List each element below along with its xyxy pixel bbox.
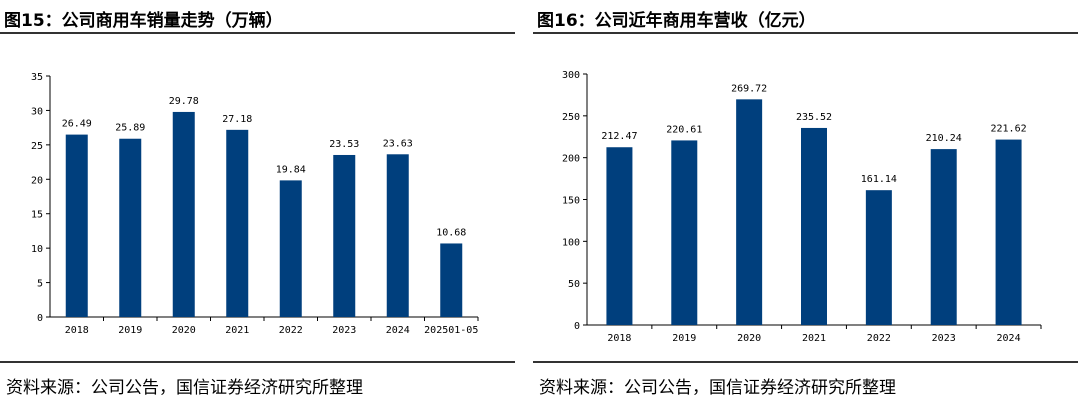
bar (671, 140, 698, 325)
y-tick-label: 0 (574, 321, 580, 332)
y-tick-label: 150 (562, 196, 580, 207)
data-label: 235.52 (796, 112, 832, 123)
y-tick-label: 50 (568, 279, 580, 290)
title-divider (533, 32, 1078, 34)
data-label: 221.62 (991, 124, 1027, 135)
chart-title: 图16：公司近年商用车营收（亿元） (537, 11, 816, 31)
data-label: 212.47 (601, 131, 637, 142)
data-label: 29.78 (169, 96, 199, 107)
x-tick-label: 2023 (332, 325, 356, 336)
revenue-bar-chart: 0 50 100 150 200 250 300 212.47 2018 220.61 2019 26… (562, 70, 1042, 344)
bar (65, 134, 88, 317)
y-tick-label: 35 (31, 72, 43, 83)
bar (930, 149, 957, 325)
x-tick-label: 2020 (172, 325, 196, 336)
sales-bar-chart: 0 5 10 15 20 25 30 35 26.49 2018 25.89 2019 29.78 202… (31, 72, 479, 336)
y-tick-label: 250 (562, 112, 580, 123)
data-label: 19.84 (276, 164, 306, 175)
bar (801, 127, 827, 325)
x-tick-label: 2024 (997, 333, 1021, 344)
bar (172, 111, 195, 318)
y-tick-label: 30 (31, 106, 43, 117)
data-label: 220.61 (666, 124, 702, 135)
x-tick-label: 2020 (737, 333, 761, 344)
data-label: 26.49 (62, 119, 92, 130)
x-tick-label: 2022 (279, 325, 303, 336)
data-label: 23.63 (383, 138, 413, 149)
x-tick-label: 2018 (607, 333, 631, 344)
data-label: 161.14 (861, 174, 897, 185)
x-tick-label: 2021 (802, 333, 826, 344)
bar (440, 243, 463, 317)
x-tick-label: 2024 (386, 325, 410, 336)
bar (865, 190, 892, 325)
data-label: 25.89 (115, 123, 145, 134)
source-note: 资料来源：公司公告，国信证券经济研究所整理 (6, 378, 363, 398)
data-label: 23.53 (329, 139, 359, 150)
x-tick-label: 202501-05 (424, 325, 478, 336)
x-tick-label: 2021 (225, 325, 249, 336)
bar (279, 180, 302, 317)
sales-chart-panel: 图15：公司商用车销量走势（万辆） 0 5 10 15 20 25 30 35 26.49 201… (0, 0, 515, 400)
y-tick-label: 20 (31, 175, 43, 186)
title-divider (0, 32, 515, 34)
revenue-chart-panel: 图16：公司近年商用车营收（亿元） 0 50 100 150 200 250 300 212.… (533, 0, 1080, 400)
bar (995, 139, 1022, 325)
bar (333, 154, 356, 317)
source-note: 资料来源：公司公告，国信证券经济研究所整理 (539, 378, 896, 398)
bar (736, 99, 763, 326)
x-tick-label: 2019 (118, 325, 142, 336)
chart-title: 图15：公司商用车销量走势（万辆） (4, 11, 283, 31)
y-tick-label: 15 (31, 210, 43, 221)
y-tick-label: 100 (562, 237, 580, 248)
y-tick-label: 0 (37, 313, 43, 324)
bar (226, 129, 249, 317)
y-tick-label: 300 (562, 70, 580, 81)
bar (386, 154, 409, 317)
x-tick-label: 2023 (932, 333, 956, 344)
x-tick-label: 2018 (65, 325, 89, 336)
y-tick-label: 25 (31, 141, 43, 152)
x-tick-label: 2022 (867, 333, 891, 344)
y-tick-label: 200 (562, 154, 580, 165)
data-label: 10.68 (436, 227, 466, 238)
data-label: 210.24 (926, 133, 962, 144)
bar (119, 138, 142, 317)
source-divider (533, 361, 1078, 363)
source-divider (0, 361, 515, 363)
x-tick-label: 2019 (672, 333, 696, 344)
bar (606, 147, 633, 325)
y-tick-label: 5 (37, 279, 43, 290)
data-label: 27.18 (222, 114, 252, 125)
y-tick-label: 10 (31, 244, 43, 255)
data-label: 269.72 (731, 83, 767, 94)
